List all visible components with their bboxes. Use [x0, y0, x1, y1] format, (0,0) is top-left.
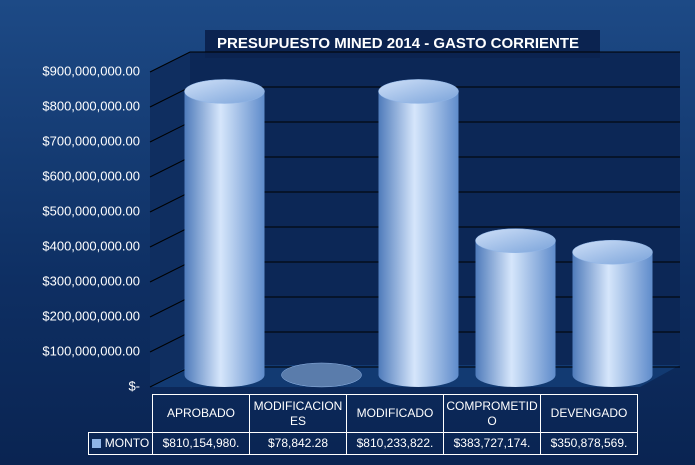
title-box — [205, 30, 600, 58]
cylinder-top — [378, 79, 459, 104]
y-tick-label: $900,000,000.00 — [42, 63, 140, 78]
cylinder-body — [572, 252, 653, 387]
cylinder-body — [184, 91, 265, 388]
cylinder-top — [184, 79, 265, 104]
y-tick-label: $100,000,000.00 — [42, 343, 140, 358]
value-cell: $383,727,174. — [443, 432, 541, 455]
x-category-cell: COMPROMETIDO — [443, 394, 541, 433]
x-category-cell: DEVENGADO — [540, 394, 638, 433]
legend-key — [91, 439, 101, 448]
x-category-cell: MODIFICADO — [346, 394, 444, 433]
value-cell: $350,878,569. — [540, 432, 638, 455]
value-cell: $810,233,822. — [346, 432, 444, 455]
y-tick-label: $600,000,000.00 — [42, 168, 140, 183]
legend-label: MONTO — [104, 436, 150, 450]
cylinder-top — [572, 239, 653, 265]
x-category-cell: APROBADO — [152, 394, 250, 433]
y-tick-label: $300,000,000.00 — [42, 273, 140, 288]
y-tick-label: $200,000,000.00 — [42, 308, 140, 323]
y-tick-label: $500,000,000.00 — [42, 203, 140, 218]
y-tick-label: $400,000,000.00 — [42, 238, 140, 253]
cylinder-top — [475, 228, 556, 253]
value-cell: $78,842.28 — [249, 432, 347, 455]
chart-title: PRESUPUESTO MINED 2014 - GASTO CORRIENTE — [217, 35, 579, 52]
side-wall — [150, 52, 190, 387]
cylinder-top — [281, 362, 362, 388]
legend-cell: MONTO — [88, 432, 153, 455]
x-category-cell: MODIFICACIONES — [249, 394, 347, 433]
cylinder-body — [378, 91, 459, 388]
y-tick-label: $800,000,000.00 — [42, 98, 140, 113]
cylinder-body — [475, 240, 556, 387]
y-tick-label: $- — [128, 378, 140, 393]
value-cell: $810,154,980. — [152, 432, 250, 455]
grid-line — [149, 51, 680, 73]
y-tick-label: $700,000,000.00 — [42, 133, 140, 148]
